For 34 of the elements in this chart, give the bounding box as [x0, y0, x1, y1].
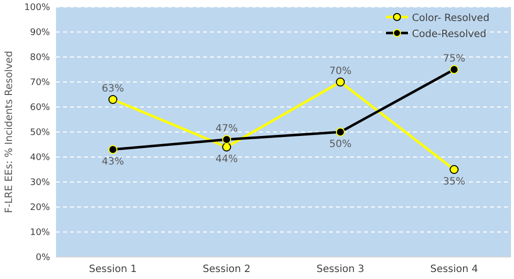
y-tick-label: 0% [36, 252, 50, 263]
legend-label: Code-Resolved [412, 29, 486, 40]
y-tick-label: 90% [30, 28, 50, 38]
legend-label: Color- Resolved [412, 13, 490, 24]
y-tick-label: 60% [30, 102, 50, 113]
point [336, 78, 345, 86]
x-tick-label: Session 1 [89, 264, 137, 276]
point [450, 65, 459, 74]
data-label: 47% [216, 124, 238, 134]
data-label: 63% [102, 84, 124, 94]
y-tick-label: 100% [24, 2, 50, 13]
x-tick-label: Session 3 [316, 264, 364, 276]
y-tick-label: 30% [30, 178, 50, 188]
y-tick-label: 10% [30, 228, 50, 238]
point [108, 95, 118, 104]
point [108, 145, 118, 154]
point [222, 135, 232, 144]
x-tick-label: Session 2 [202, 264, 250, 276]
point [450, 165, 459, 174]
y-tick-label: 70% [30, 78, 50, 88]
y-axis-title: F-LRE EEs: % Incidents Resolved [4, 50, 15, 214]
x-tick-label: Session 4 [430, 264, 478, 276]
y-tick-label: 50% [30, 128, 50, 138]
data-label: 44% [216, 154, 238, 165]
data-label: 70% [329, 66, 352, 77]
data-label: 75% [443, 54, 466, 64]
y-tick-label: 80% [30, 52, 50, 63]
y-tick-label: 20% [30, 202, 50, 213]
data-label: 50% [329, 139, 352, 150]
point [336, 128, 345, 136]
data-label: 35% [443, 176, 466, 188]
y-tick-label: 40% [30, 152, 50, 163]
point [222, 142, 232, 152]
data-label: 43% [102, 156, 124, 168]
